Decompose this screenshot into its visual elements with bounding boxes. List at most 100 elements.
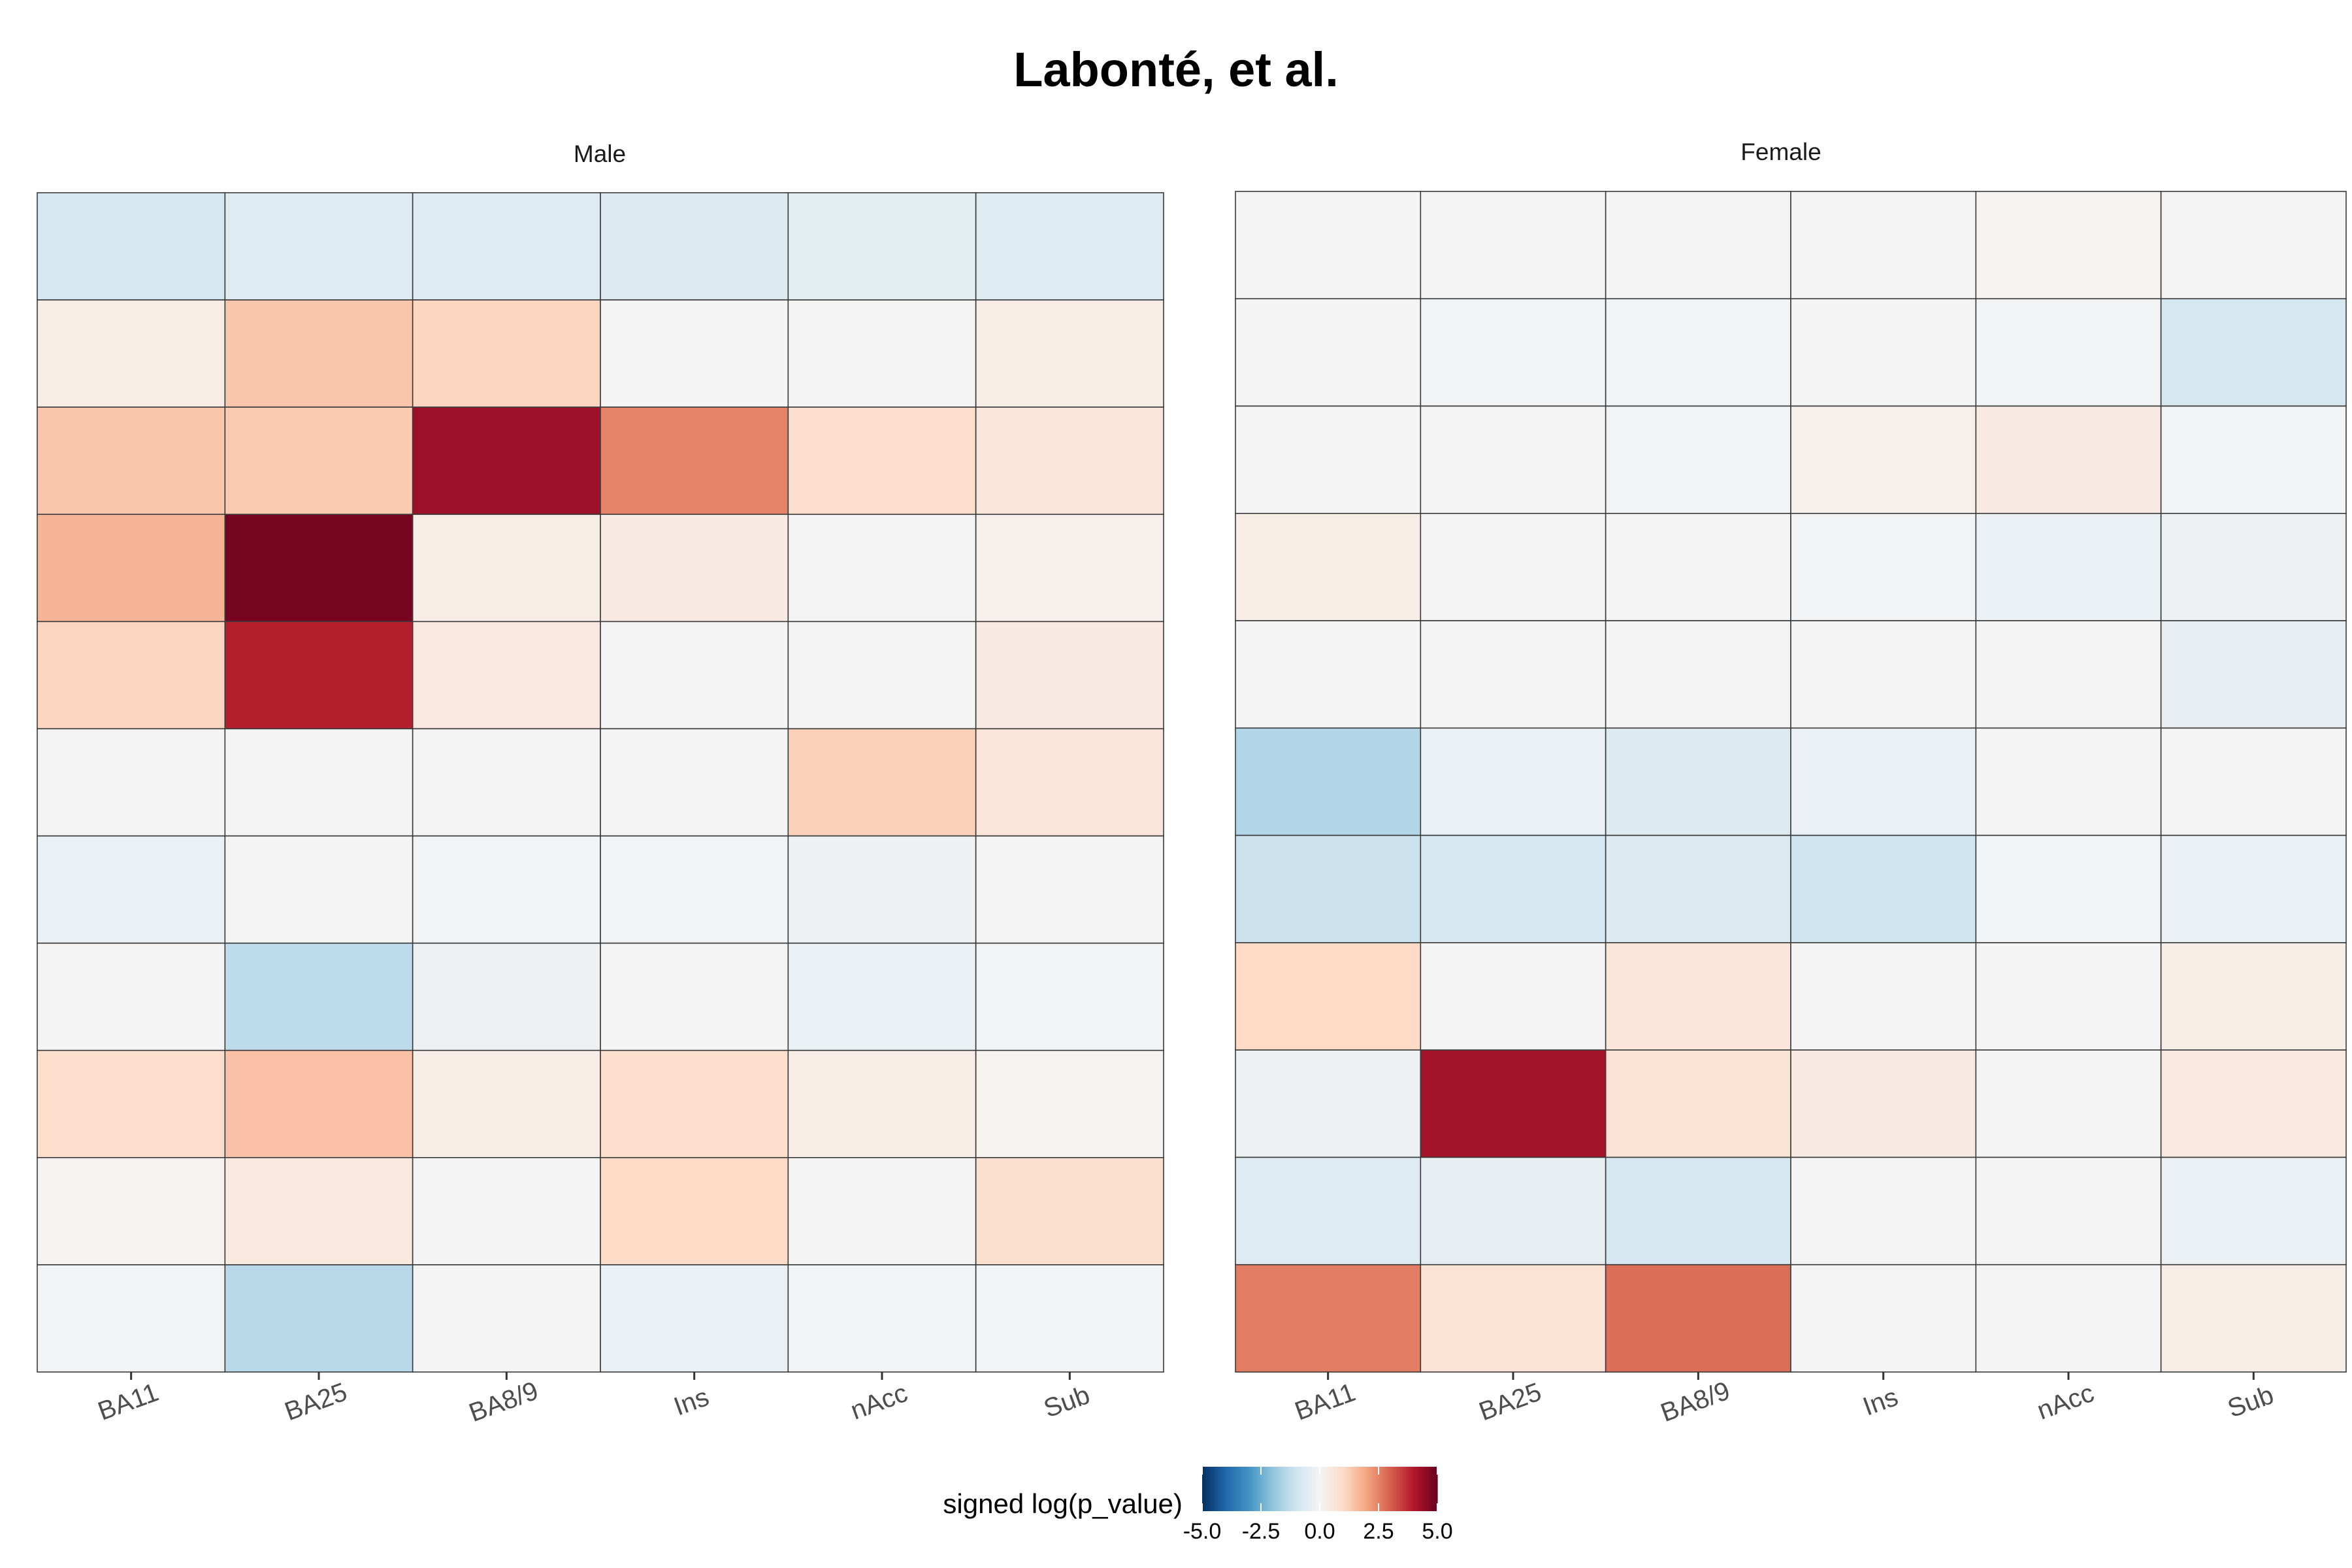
heatmap-cell bbox=[37, 1264, 226, 1373]
x-tick-label-ba25: BA25 bbox=[1475, 1377, 1545, 1426]
legend-gradient-step bbox=[1304, 1467, 1307, 1511]
heatmap-cell bbox=[1790, 620, 1977, 729]
heatmap-cell bbox=[224, 835, 414, 944]
legend-gradient-step bbox=[1404, 1467, 1407, 1511]
legend-gradient-step bbox=[1331, 1467, 1334, 1511]
legend-gradient-step bbox=[1265, 1467, 1267, 1511]
legend-gradient-step bbox=[1420, 1467, 1422, 1511]
legend-gradient-step bbox=[1243, 1467, 1246, 1511]
legend-gradient-step bbox=[1263, 1467, 1266, 1511]
heatmap-cell bbox=[1235, 727, 1422, 836]
legend-gradient-step bbox=[1326, 1467, 1328, 1511]
legend-gradient-step bbox=[1382, 1467, 1385, 1511]
legend-gradient-step bbox=[1406, 1467, 1409, 1511]
legend-gradient-step bbox=[1380, 1467, 1383, 1511]
heatmap-cell bbox=[224, 192, 414, 301]
legend-gradient-step bbox=[1271, 1467, 1273, 1511]
legend-gradient-step bbox=[1377, 1467, 1379, 1511]
legend-gradient-step bbox=[1290, 1467, 1293, 1511]
legend-gradient-step bbox=[1247, 1467, 1250, 1511]
legend-gradient-step bbox=[1216, 1467, 1218, 1511]
legend-gradient-step bbox=[1328, 1467, 1330, 1511]
legend-gradient-step bbox=[1371, 1467, 1373, 1511]
heatmap-cell bbox=[1975, 513, 2162, 621]
legend-gradient-step bbox=[1351, 1467, 1354, 1511]
heatmap-cell bbox=[1605, 405, 1791, 514]
legend-gradient-step bbox=[1249, 1467, 1252, 1511]
heatmap-cell bbox=[1975, 1049, 2162, 1158]
heatmap-cell bbox=[224, 942, 414, 1051]
legend-gradient-step bbox=[1353, 1467, 1356, 1511]
heatmap-cell bbox=[600, 1049, 789, 1158]
heatmap-cell bbox=[787, 1157, 977, 1266]
legend-gradient-step bbox=[1282, 1467, 1285, 1511]
heatmap-cell bbox=[2160, 405, 2347, 514]
legend-gradient-step bbox=[1253, 1467, 1256, 1511]
heatmap-cell bbox=[1975, 1156, 2162, 1266]
legend-gradient-step bbox=[1429, 1467, 1432, 1511]
legend-gradient-step bbox=[1308, 1467, 1311, 1511]
heatmap-cell bbox=[1420, 1264, 1607, 1373]
legend-gradient-step bbox=[1224, 1467, 1226, 1511]
heatmap-cell bbox=[1235, 191, 1422, 300]
heatmap-cell bbox=[1420, 191, 1607, 300]
heatmap-cell bbox=[600, 299, 789, 408]
legend-gradient-step bbox=[1218, 1467, 1220, 1511]
heatmap-cell bbox=[412, 835, 601, 944]
heatmap-cell bbox=[975, 942, 1164, 1051]
heatmap-cell bbox=[37, 406, 226, 515]
heatmap-cell bbox=[975, 299, 1164, 408]
legend-gradient-step bbox=[1418, 1467, 1420, 1511]
heatmap-cell bbox=[224, 299, 414, 408]
legend-gradient-step bbox=[1312, 1467, 1315, 1511]
legend-gradient-step bbox=[1232, 1467, 1234, 1511]
legend-gradient-step bbox=[1357, 1467, 1360, 1511]
legend-gradient-step bbox=[1279, 1467, 1281, 1511]
heatmap-cell bbox=[1790, 405, 1977, 514]
legend-gradient-step bbox=[1230, 1467, 1232, 1511]
legend-gradient-step bbox=[1277, 1467, 1279, 1511]
heatmap-cell bbox=[600, 1157, 789, 1266]
heatmap-cell bbox=[600, 406, 789, 515]
heatmap-cell bbox=[224, 1264, 414, 1373]
legend-gradient-step bbox=[1426, 1467, 1428, 1511]
x-tick-label-ba8-9: BA8/9 bbox=[465, 1376, 542, 1428]
legend-gradient-step bbox=[1337, 1467, 1340, 1511]
legend-gradient-step bbox=[1416, 1467, 1418, 1511]
heatmap-cell bbox=[975, 1049, 1164, 1158]
heatmap-cell bbox=[1790, 513, 1977, 621]
legend-gradient-step bbox=[1292, 1467, 1295, 1511]
legend-gradient-step bbox=[1222, 1467, 1224, 1511]
heatmap-cell bbox=[1605, 513, 1791, 621]
heatmap-cell bbox=[2160, 1156, 2347, 1266]
heatmap-cell bbox=[412, 406, 601, 515]
heatmap-cell bbox=[1605, 727, 1791, 836]
legend-gradient-step bbox=[1286, 1467, 1289, 1511]
heatmap-cell bbox=[975, 514, 1164, 623]
heatmap-cell bbox=[1790, 727, 1977, 836]
heatmap-cell bbox=[1975, 298, 2162, 407]
legend-gradient-step bbox=[1214, 1467, 1217, 1511]
heatmap-cell bbox=[787, 1049, 977, 1158]
legend-gradient-step bbox=[1310, 1467, 1313, 1511]
legend-gradient-step bbox=[1388, 1467, 1391, 1511]
legend-gradient-step bbox=[1208, 1467, 1211, 1511]
heatmap-cell bbox=[1235, 1156, 1422, 1266]
heatmap-cell bbox=[412, 1264, 601, 1373]
heatmap-panel-male: BA11 BA25 BA8/9 Ins nAcc Sub bbox=[37, 192, 1164, 1428]
legend-gradient-step bbox=[1320, 1467, 1322, 1511]
legend-gradient-step bbox=[1245, 1467, 1248, 1511]
legend-gradient-step bbox=[1210, 1467, 1213, 1511]
legend-gradient-step bbox=[1400, 1467, 1403, 1511]
legend-gradient-step bbox=[1316, 1467, 1318, 1511]
heatmap-cell bbox=[975, 1157, 1164, 1266]
legend-gradient-step bbox=[1204, 1467, 1207, 1511]
heatmap-cell bbox=[1790, 1049, 1977, 1158]
legend-gradient-step bbox=[1241, 1467, 1244, 1511]
legend-gradient-step bbox=[1359, 1467, 1362, 1511]
legend-gradient-step bbox=[1226, 1467, 1228, 1511]
heatmap-panel-female: BA11 BA25 BA8/9 Ins nAcc Sub bbox=[1235, 191, 2347, 1428]
legend-gradient-step bbox=[1394, 1467, 1397, 1511]
heatmap-cell bbox=[1790, 191, 1977, 300]
